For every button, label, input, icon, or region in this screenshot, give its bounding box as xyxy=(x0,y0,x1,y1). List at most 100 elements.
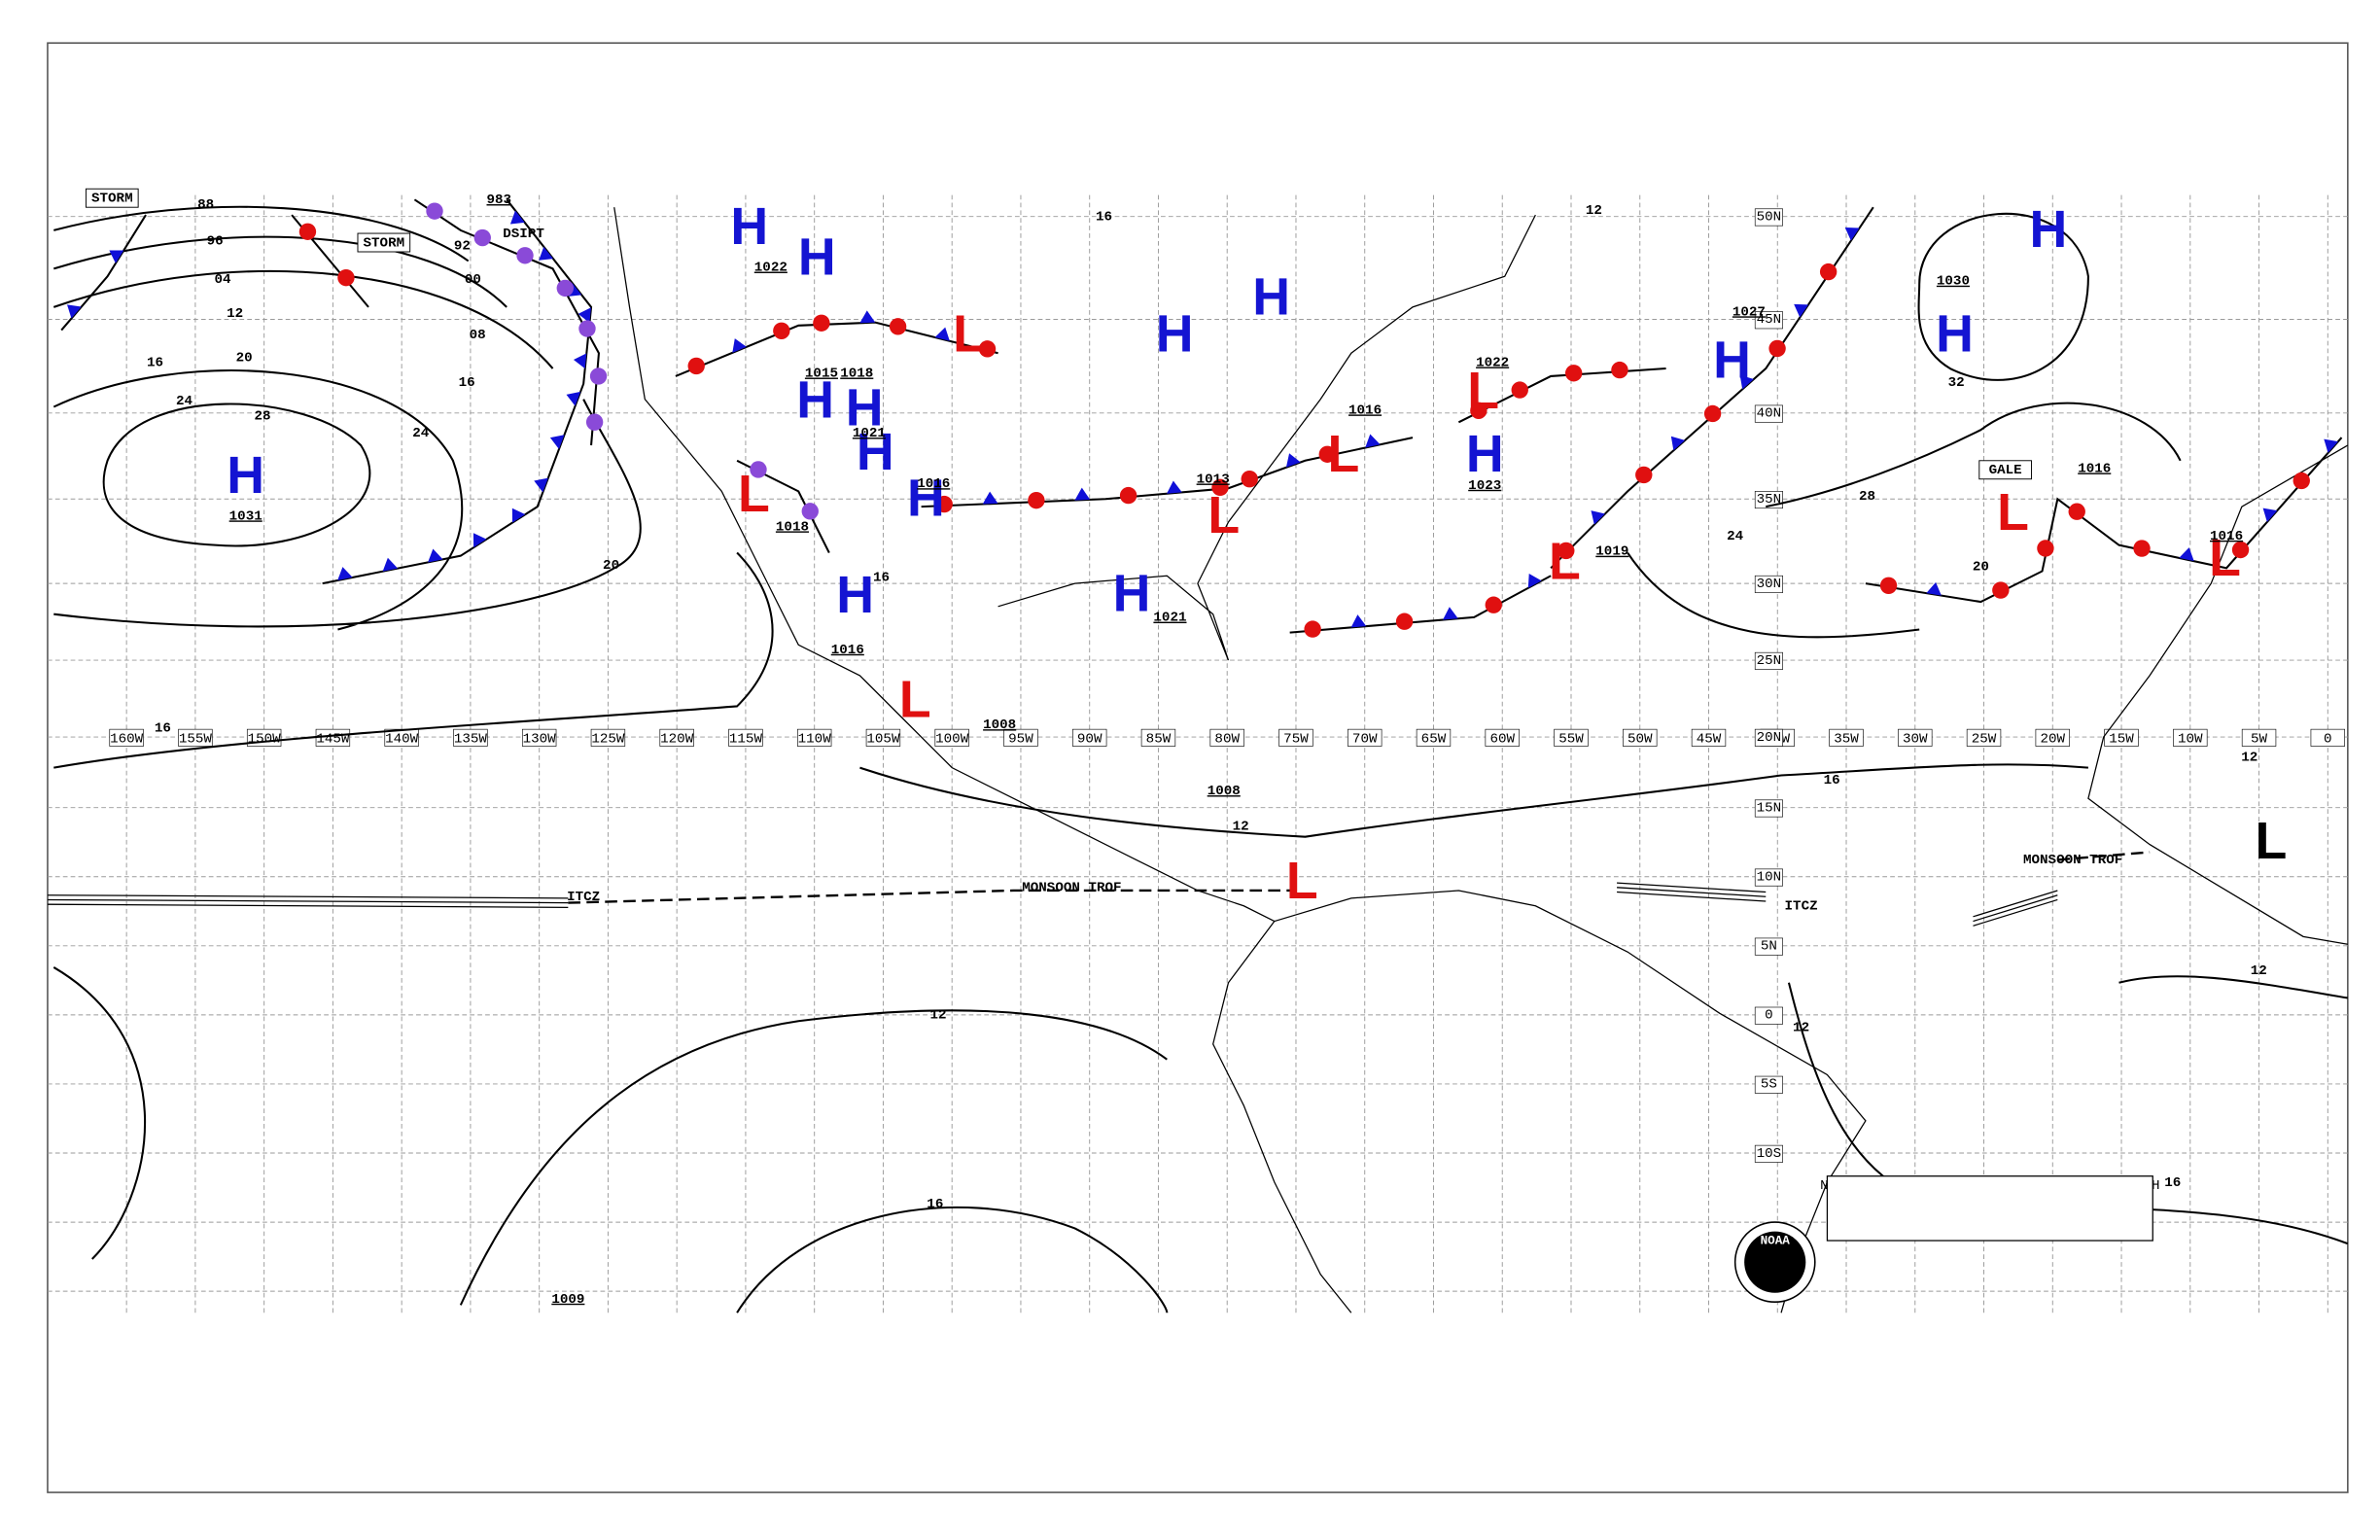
pressure-label: 1008 xyxy=(983,718,1016,733)
lon-label-box xyxy=(865,728,901,747)
occluded-front-symbol xyxy=(750,461,767,478)
occluded-front-symbol xyxy=(589,368,608,385)
warm-front-symbol xyxy=(2068,503,2085,520)
cold-front-symbol xyxy=(1739,374,1754,390)
info-box: NOAA xyxy=(1733,1175,2153,1304)
occluded-front-symbol xyxy=(516,247,534,264)
cold-front-symbol xyxy=(573,353,587,369)
warm-front-symbol xyxy=(337,268,355,287)
cold-front-symbol xyxy=(472,533,487,548)
high-center: H xyxy=(1713,331,1751,389)
isobar-label: 04 xyxy=(214,272,231,288)
isobar xyxy=(52,966,147,1260)
lat-label-box xyxy=(1754,1075,1783,1094)
lon-label: 50W xyxy=(1628,731,1653,747)
isobar-label: 96 xyxy=(207,234,224,250)
warm-front-symbol xyxy=(1703,404,1722,423)
pressure-label: 1016 xyxy=(917,476,950,492)
warm-front-symbol xyxy=(1211,478,1229,497)
lon-label-box xyxy=(178,728,213,747)
isobar xyxy=(53,551,774,769)
isobar-label: 20 xyxy=(236,351,253,367)
high-center: H xyxy=(907,470,945,528)
lat-label: 35N xyxy=(1757,492,1782,508)
cold-front-symbol xyxy=(1365,434,1381,448)
low-center: L xyxy=(738,465,770,523)
warm-front-symbol xyxy=(1304,620,1321,638)
lat-label-box xyxy=(1754,311,1783,330)
pressure-label: 1018 xyxy=(776,519,809,535)
low-center: L xyxy=(1467,362,1499,420)
warm-front-symbol xyxy=(935,495,953,513)
lat-label-box xyxy=(1754,799,1783,818)
noaa-logo-text: NOAA xyxy=(1761,1233,1791,1247)
isobars xyxy=(52,205,2349,1313)
feature-label: GALE xyxy=(1989,463,2022,478)
feature-label: STORM xyxy=(364,235,405,251)
warm-front-symbol xyxy=(2133,540,2151,557)
cold-front-symbol xyxy=(1670,436,1686,451)
isobar-label: 20 xyxy=(1973,559,1989,575)
lon-label: 120W xyxy=(660,731,694,747)
isobar-label: 16 xyxy=(147,355,163,370)
low-center: L xyxy=(1328,425,1360,483)
pressure-label: 983 xyxy=(487,192,512,208)
cold-front-symbol xyxy=(382,557,399,572)
isobar-label: 16 xyxy=(927,1197,943,1212)
lon-label: 65W xyxy=(1421,731,1447,747)
feature-label: MONSOON TROF xyxy=(2023,853,2122,868)
cold-front-symbol xyxy=(1926,581,1942,596)
lon-label: 100W xyxy=(935,731,969,747)
isobar-label: 24 xyxy=(412,426,430,441)
lat-label: 30N xyxy=(1757,577,1782,592)
feature-label: ITCZ xyxy=(1785,899,1818,915)
lon-label: 135W xyxy=(454,731,488,747)
info-box-frame xyxy=(1826,1175,2153,1242)
lon-label-box xyxy=(1966,728,2002,747)
high-center: H xyxy=(1113,565,1151,623)
lon-label-box xyxy=(1072,728,1107,747)
warm-front-symbol xyxy=(1611,361,1628,379)
low-center: L xyxy=(2255,812,2287,870)
pressure-label: 1018 xyxy=(840,367,873,382)
warm-front-symbol xyxy=(2231,541,2250,559)
feature-box xyxy=(357,232,411,253)
front-line xyxy=(1289,575,1552,634)
warm-front-symbol xyxy=(1558,542,1575,560)
lon-label-box xyxy=(1348,728,1382,747)
occluded-front-symbol xyxy=(473,228,491,247)
grid: 160W 155W 150W 145W 140W 135W 130W 125W 120W 115W… xyxy=(47,194,2348,1313)
warm-front-symbol xyxy=(1485,596,1502,613)
front-line xyxy=(1865,437,2343,604)
warm-front-symbol xyxy=(1992,581,2010,599)
coast-africa xyxy=(2087,444,2349,945)
high-center: H xyxy=(798,228,836,287)
occluded-front-symbol xyxy=(801,503,819,520)
lon-label-box xyxy=(590,728,626,747)
pressure-label: 1016 xyxy=(1348,402,1382,418)
lon-label-box xyxy=(1416,728,1452,747)
lat-label-box xyxy=(1754,868,1783,887)
lon-label: 0 xyxy=(2324,731,2332,747)
warm-front-symbol xyxy=(889,318,907,335)
lon-label-box xyxy=(1691,728,1727,747)
lon-label-box xyxy=(1278,728,1313,747)
pressure-label: 1023 xyxy=(1468,478,1501,494)
lon-label-box xyxy=(2035,728,2070,747)
coast-na-east xyxy=(998,214,1536,661)
coast-na-west xyxy=(613,207,1276,923)
cold-front-symbol xyxy=(534,477,548,493)
feature-box xyxy=(1978,460,2032,480)
warm-front-symbol xyxy=(773,322,790,339)
cold-front-symbol xyxy=(337,567,353,581)
itcz-line xyxy=(1617,882,1767,893)
isobar-label: 24 xyxy=(1727,529,1744,544)
lat-label-box xyxy=(1754,208,1783,227)
isobar xyxy=(52,369,642,631)
warm-front-symbol xyxy=(1768,339,1786,358)
lon-label: 75W xyxy=(1283,731,1309,747)
pressure-label: 1015 xyxy=(805,367,838,382)
high-center: H xyxy=(227,446,264,505)
lat-label: 10N xyxy=(1757,870,1782,886)
